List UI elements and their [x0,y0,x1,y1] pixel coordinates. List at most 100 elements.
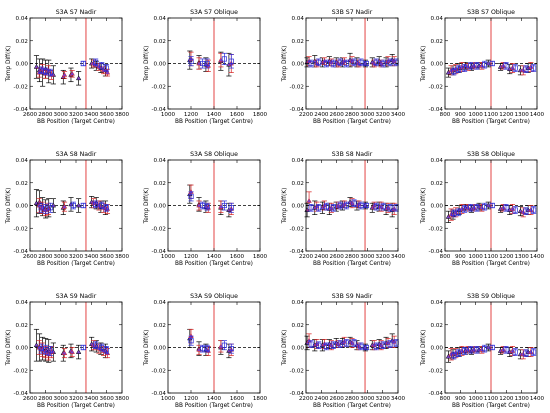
data-point [523,207,529,215]
square-marker [489,344,495,351]
x-tick-label: 1600 [230,396,245,402]
y-tick-label: 0.04 [16,158,29,164]
x-tick-label: 2600 [330,112,345,118]
data-point [316,341,322,349]
square-marker [103,347,109,353]
panel-title: S3A S8 Nadir [56,151,97,158]
y-tick-label: 0.04 [154,158,167,164]
triangle-marker [479,62,485,68]
triangle-marker [485,202,491,208]
y-tick-label: 0.04 [16,16,29,22]
y-tick-label: 0.00 [16,346,29,352]
data-point [363,202,369,209]
y-tick-label: -0.04 [429,249,444,255]
series-blue [451,344,537,360]
data-point [80,202,86,209]
square-marker [474,205,480,211]
triangle-marker [75,202,82,208]
triangle-marker [509,206,516,211]
triangle-marker [479,346,485,352]
square-marker [455,66,462,72]
square-marker [93,342,99,348]
data-point [481,344,488,353]
x-tick-label: 2800 [38,396,53,402]
y-tick-label: 0.02 [431,181,443,187]
x-tick-label: 1300 [515,112,530,118]
data-point [387,58,393,67]
data-point [459,204,465,214]
data-point [531,348,537,356]
triangle-marker [75,349,82,354]
data-point [373,58,379,67]
y-tick-label: -0.02 [429,226,443,232]
square-marker [489,60,495,67]
data-point [523,349,529,357]
panel-title: S3A S7 Nadir [56,9,97,16]
y-tick-label: -0.04 [14,107,29,113]
data-point [103,204,109,212]
data-point [531,206,537,214]
y-tick-label: 0.04 [154,16,167,22]
y-tick-label: 0.00 [292,346,305,352]
x-tick-label: 1400 [530,396,545,402]
square-marker [221,342,227,348]
data-point [462,64,468,72]
y-axis-label: Temp Diff(K) [421,46,427,83]
y-tick-label: -0.02 [152,368,166,374]
data-point [445,210,452,223]
square-marker [337,59,343,65]
series-blue [308,58,399,68]
data-point [448,208,454,221]
triangle-marker [312,58,318,64]
square-marker [103,205,109,211]
x-tick-label: 2800 [38,112,53,118]
square-marker [351,200,357,206]
square-marker [468,347,474,353]
triangle-marker [459,348,465,353]
y-tick-label: 0.02 [292,181,304,187]
y-tick-label: 0.04 [292,158,305,164]
data-point [517,206,524,217]
triangle-marker [465,346,471,352]
data-point [330,341,336,349]
square-marker [358,59,364,65]
y-tick-label: 0.04 [16,300,29,306]
square-marker [387,59,393,65]
x-tick-label: 2400 [314,396,329,402]
square-marker [337,202,343,209]
square-marker [343,340,349,346]
y-axis-label: Temp Diff(K) [6,188,12,225]
x-axis-label: BB Position (Target Centre) [313,261,391,267]
square-marker [462,348,468,354]
y-tick-label: -0.02 [429,368,443,374]
y-tick-label: 0.00 [154,204,167,210]
y-tick-label: 0.04 [292,300,305,306]
x-tick-label: 1800 [253,254,268,260]
x-tick-label: 2800 [38,254,53,260]
data-point [512,64,518,72]
y-tick-label: -0.02 [14,368,28,374]
triangle-marker [471,346,477,352]
square-marker [188,193,194,199]
panel-s3a-s9-oblique: S3A S9 Oblique -0.04 -0.02 0.00 0.02 0.04 1000… [144,293,268,409]
triangle-marker [306,198,312,203]
y-tick-label: -0.04 [429,107,444,113]
triangle-marker [448,211,454,217]
data-point [500,346,506,354]
data-point [528,347,534,357]
data-point [61,348,68,359]
triangle-marker [471,62,477,68]
square-marker [531,65,537,71]
square-marker [363,202,369,209]
series-black [187,328,232,359]
x-tick-label: 1200 [499,112,514,118]
data-point [512,348,518,356]
square-marker [47,348,53,354]
x-tick-label: 3000 [54,112,69,118]
triangle-marker [528,64,534,69]
y-tick-label: -0.04 [290,107,305,113]
series-blue [451,60,537,76]
square-marker [358,343,364,349]
square-marker [523,66,529,72]
panel-s3a-s8-nadir: S3A S8 Nadir -0.04 -0.02 0.00 0.02 0.04 2600 28… [6,151,130,267]
